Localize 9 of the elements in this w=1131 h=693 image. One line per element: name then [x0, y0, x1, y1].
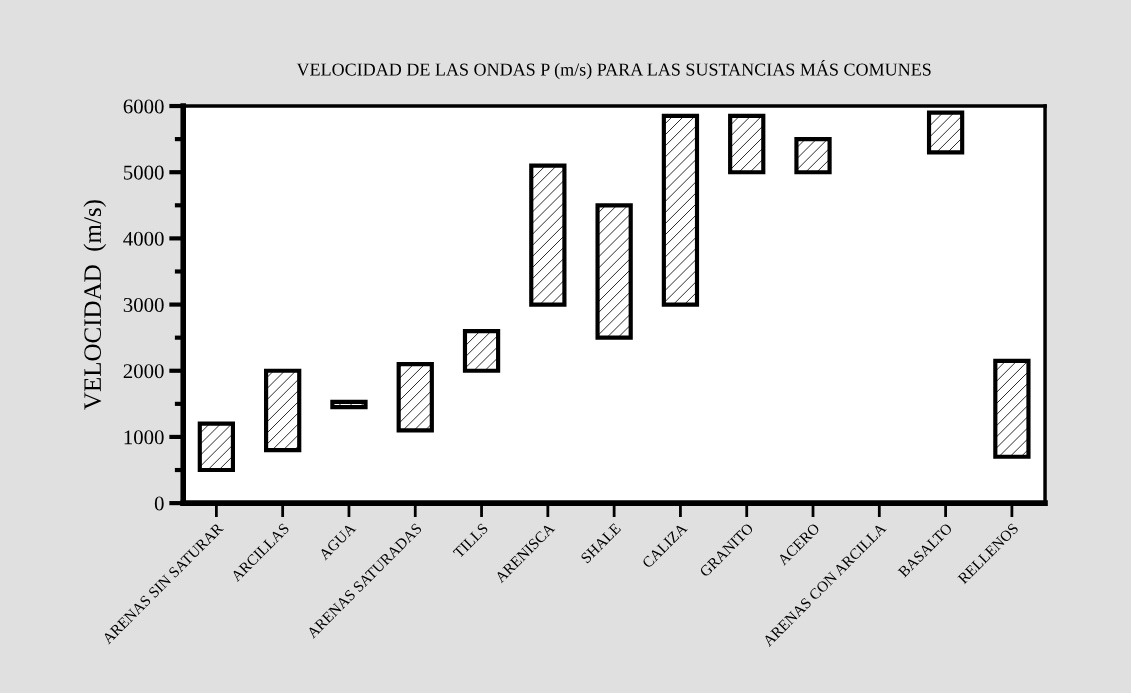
y-tick-label: 6000 — [123, 99, 164, 114]
chart-title: VELOCIDAD DE LAS ONDAS P (m/s) PARA LAS SUSTANCIAS MÁS COMUNES — [296, 60, 931, 80]
y-tick-label: 2000 — [123, 364, 164, 379]
y-tick-label: 0 — [154, 496, 164, 511]
y-tick-label: 3000 — [123, 297, 164, 313]
y-tick-label: 4000 — [123, 231, 164, 246]
y-tick-label: 1000 — [124, 430, 164, 445]
y-tick-label: 5000 — [124, 165, 164, 180]
y-axis-title: VELOCIDAD (m/s) — [83, 200, 107, 410]
